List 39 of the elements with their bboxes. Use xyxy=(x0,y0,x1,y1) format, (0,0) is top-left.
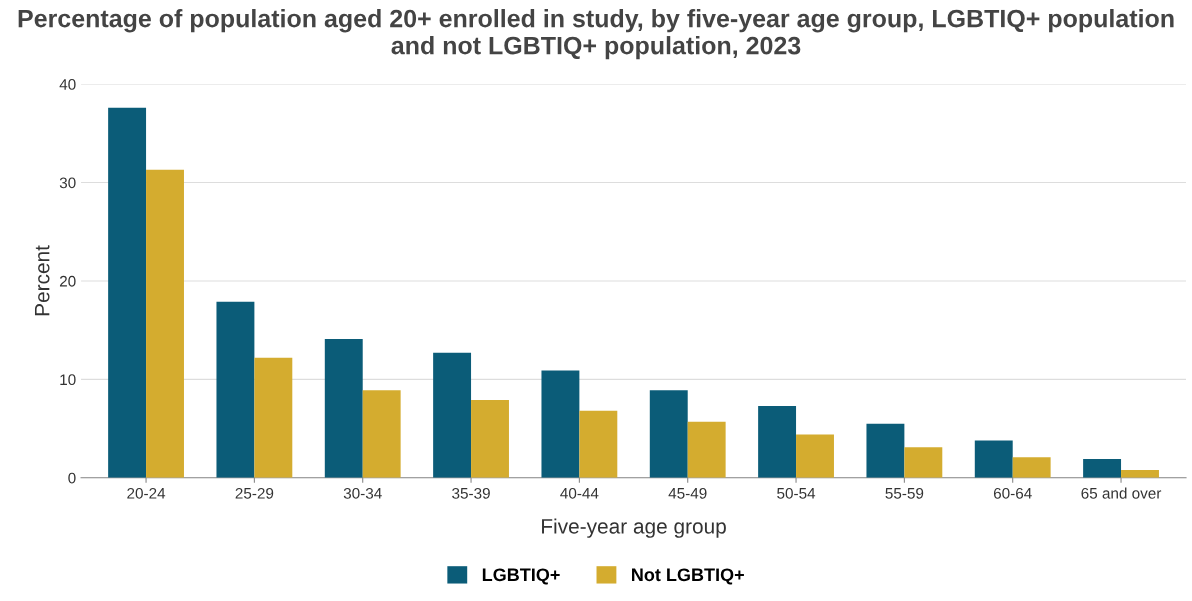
bar xyxy=(216,301,255,478)
bar xyxy=(324,339,363,478)
bar xyxy=(108,107,147,478)
x-tick-label: 35-39 xyxy=(452,487,490,499)
bar xyxy=(1083,459,1122,478)
bar xyxy=(471,400,509,478)
y-tick-label: 10 xyxy=(60,374,76,386)
bar xyxy=(758,405,797,478)
x-tick-label: 20-24 xyxy=(127,487,166,499)
x-tick-label: 45-49 xyxy=(668,487,707,499)
bar xyxy=(579,410,618,478)
bar xyxy=(254,357,293,478)
y-tick-label: 30 xyxy=(59,177,76,189)
x-tick-label: 65 and over xyxy=(1081,487,1162,499)
y-tick-label: 0 xyxy=(68,472,76,484)
x-axis-title: Five-year age group xyxy=(542,518,726,538)
chart-title: Percentage of population aged 20+ enrolled in study, by five-year age group, LGBTIQ+ population and not LGBTIQ+ population, 2023 xyxy=(18,9,1174,60)
legend-label: Not LGBTIQ+ xyxy=(632,568,744,585)
x-tick-label: 50-54 xyxy=(777,487,816,499)
y-tick-label: 20 xyxy=(59,275,76,287)
y-axis-title: Percent xyxy=(34,245,50,316)
x-tick-label: 30-34 xyxy=(343,487,382,499)
legend-label: LGBTIQ+ xyxy=(482,568,560,585)
bar xyxy=(687,421,726,478)
bar xyxy=(904,447,943,478)
bar xyxy=(649,390,688,478)
y-tick-label: 40 xyxy=(59,79,76,90)
bar xyxy=(974,440,1013,478)
bar xyxy=(146,169,184,478)
x-tick-label: 25-29 xyxy=(235,487,274,499)
x-tick-label: 60-64 xyxy=(993,487,1032,499)
bar xyxy=(433,352,472,478)
bar xyxy=(1012,457,1051,478)
bar xyxy=(362,390,401,478)
x-tick-label: 40-44 xyxy=(560,487,599,499)
bar xyxy=(866,423,905,478)
x-tick-label: 55-59 xyxy=(885,487,924,499)
bar xyxy=(541,370,580,478)
bar xyxy=(796,434,834,478)
